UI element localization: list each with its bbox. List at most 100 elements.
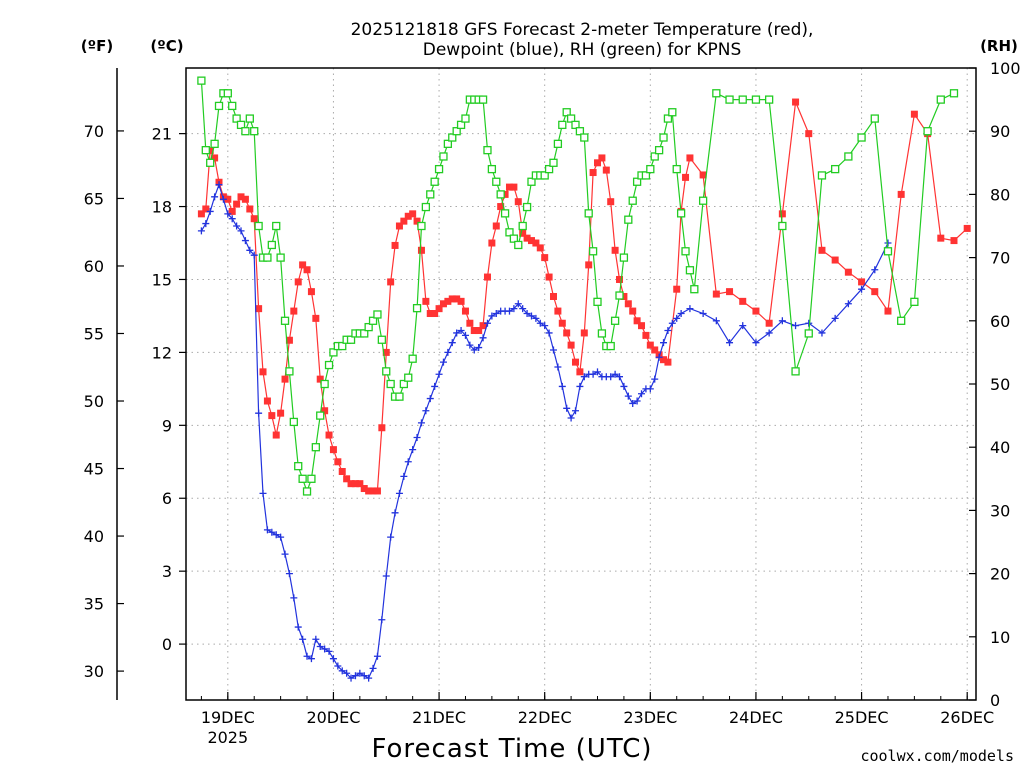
dewpoint-point — [792, 322, 800, 330]
dewpoint-point — [369, 664, 377, 672]
rh-point — [883, 247, 893, 256]
temperature-point — [527, 237, 535, 245]
dewpoint-point — [554, 363, 562, 371]
temperature-point — [246, 205, 254, 213]
date-tick-label: 20DEC — [306, 708, 360, 727]
date-tick-label: 24DEC — [729, 708, 783, 727]
title-line-1: 2025121818 GFS Forecast 2-meter Temperat… — [351, 20, 814, 40]
rh-point — [443, 139, 453, 148]
rh-point — [553, 139, 563, 148]
dewpoint-point — [197, 227, 205, 235]
dewpoint-point — [444, 348, 452, 356]
dewpoint-point — [488, 312, 496, 320]
temperature-point — [549, 292, 557, 300]
dewpoint-point — [655, 353, 663, 361]
temperature-point — [307, 288, 315, 296]
rh-point — [320, 379, 329, 389]
date-tick-label: 19DEC — [201, 708, 255, 727]
rh-point — [197, 76, 206, 85]
temperature-point — [299, 261, 307, 269]
rh-point — [496, 190, 505, 199]
rh-point — [206, 158, 215, 167]
dewpoint-point — [660, 339, 668, 347]
dewpoint-point — [365, 674, 373, 682]
dewpoint-point — [409, 446, 417, 454]
rh-point — [897, 316, 906, 325]
celsius-tick-label: 12 — [152, 343, 172, 362]
dewpoint-point — [294, 623, 302, 631]
celsius-tick-label: 0 — [162, 635, 172, 654]
rh-point — [936, 95, 945, 104]
dewpoint-point — [439, 358, 447, 366]
temperature-point — [206, 147, 214, 155]
temperature-point — [616, 275, 624, 283]
temperature-point — [281, 375, 289, 383]
dewpoint-point — [206, 207, 214, 215]
dewpoint-point — [461, 331, 469, 339]
rh-point — [228, 101, 237, 111]
fahrenheit-tick-label: 65 — [84, 189, 104, 208]
rh-point — [426, 190, 435, 199]
date-tick-label: 26DEC — [940, 708, 994, 727]
rh-point — [487, 164, 497, 174]
rh-tick-label: 80 — [990, 185, 1010, 204]
rh-point — [817, 171, 827, 180]
temperature-point — [739, 297, 747, 305]
dewpoint-point — [858, 285, 866, 293]
rh-point — [698, 196, 708, 205]
temperature-point — [884, 307, 892, 315]
dewpoint-point — [475, 344, 483, 352]
dewpoint-point — [616, 373, 624, 381]
dewpoint-point — [435, 370, 443, 378]
dewpoint-point — [620, 382, 628, 390]
dewpoint-point — [448, 339, 456, 347]
temperature-point — [576, 368, 584, 376]
temperature-point — [237, 193, 245, 201]
dewpoint-point — [752, 339, 760, 347]
dewpoint-point — [505, 307, 513, 315]
dewpoint-point — [571, 407, 579, 415]
temperature-point — [611, 246, 619, 254]
dewpoint-point — [576, 382, 584, 390]
dewpoint-point — [457, 327, 465, 335]
fahrenheit-tick-label: 60 — [84, 257, 104, 276]
dewpoint-point — [329, 655, 337, 663]
temperature-point — [321, 407, 329, 415]
dewpoint-point — [431, 382, 439, 390]
temperature-point — [563, 329, 571, 337]
temperature-point — [620, 292, 628, 300]
temperature-point — [382, 348, 390, 356]
rh-point — [509, 234, 519, 243]
rh-point — [421, 202, 431, 212]
temperature-point — [673, 285, 681, 293]
rh-line — [200, 80, 955, 494]
dewpoint-point — [607, 373, 615, 381]
dewpoint-point — [356, 669, 364, 677]
rh-point — [558, 120, 567, 130]
dewpoint-point — [426, 395, 434, 403]
dewpoint-point — [347, 674, 355, 682]
dewpoint-point — [422, 407, 430, 415]
date-tick-sublabel: 2025 — [207, 728, 248, 747]
dewpoint-point — [241, 237, 249, 245]
rh-point — [395, 392, 404, 401]
dewpoint-point — [831, 314, 839, 322]
rh-point — [360, 329, 369, 338]
rh-tick-label: 60 — [990, 312, 1010, 331]
rh-point — [514, 240, 523, 250]
dewpoint-point — [563, 404, 571, 412]
rh-point — [659, 133, 668, 142]
dewpoint-point — [739, 322, 747, 330]
dewpoint-point — [514, 300, 522, 308]
temperature-point — [541, 254, 549, 262]
rh-point — [232, 114, 241, 123]
rh-point — [500, 209, 510, 218]
temperature-point — [536, 244, 544, 252]
dewpoint-point — [699, 310, 707, 318]
temperature-point — [571, 358, 579, 366]
temperature-point — [228, 207, 236, 215]
temperature-point — [589, 169, 597, 177]
temperature-point — [439, 300, 447, 308]
rh-point — [236, 120, 246, 130]
title: 2025121818 GFS Forecast 2-meter Temperat… — [351, 20, 814, 60]
